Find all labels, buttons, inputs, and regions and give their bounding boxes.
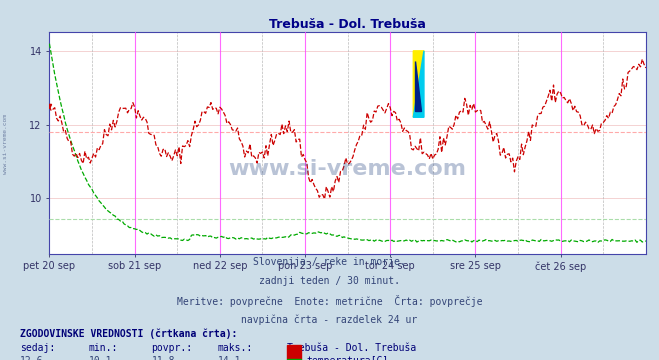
Text: Trebuša - Dol. Trebuša: Trebuša - Dol. Trebuša (287, 343, 416, 353)
Text: sedaj:: sedaj: (20, 343, 55, 353)
Polygon shape (415, 61, 420, 111)
Text: 14,1: 14,1 (217, 356, 241, 360)
Text: 11,8: 11,8 (152, 356, 175, 360)
Polygon shape (413, 51, 424, 117)
Title: Trebuša - Dol. Trebuša: Trebuša - Dol. Trebuša (269, 18, 426, 31)
Text: maks.:: maks.: (217, 343, 252, 353)
Text: Meritve: povprečne  Enote: metrične  Črta: povprečje: Meritve: povprečne Enote: metrične Črta:… (177, 295, 482, 307)
Text: min.:: min.: (89, 343, 119, 353)
Text: povpr.:: povpr.: (152, 343, 192, 353)
Text: 10,1: 10,1 (89, 356, 113, 360)
Text: 12,6: 12,6 (20, 356, 43, 360)
Polygon shape (413, 51, 424, 117)
Text: Slovenija / reke in morje.: Slovenija / reke in morje. (253, 257, 406, 267)
Bar (287, 345, 301, 359)
Bar (287, 359, 301, 360)
Text: ZGODOVINSKE VREDNOSTI (črtkana črta):: ZGODOVINSKE VREDNOSTI (črtkana črta): (20, 328, 237, 339)
Text: www.si-vreme.com: www.si-vreme.com (229, 159, 467, 179)
Text: zadnji teden / 30 minut.: zadnji teden / 30 minut. (259, 276, 400, 286)
Text: temperatura[C]: temperatura[C] (306, 356, 389, 360)
Text: navpična črta - razdelek 24 ur: navpična črta - razdelek 24 ur (241, 314, 418, 325)
Text: www.si-vreme.com: www.si-vreme.com (3, 114, 9, 174)
